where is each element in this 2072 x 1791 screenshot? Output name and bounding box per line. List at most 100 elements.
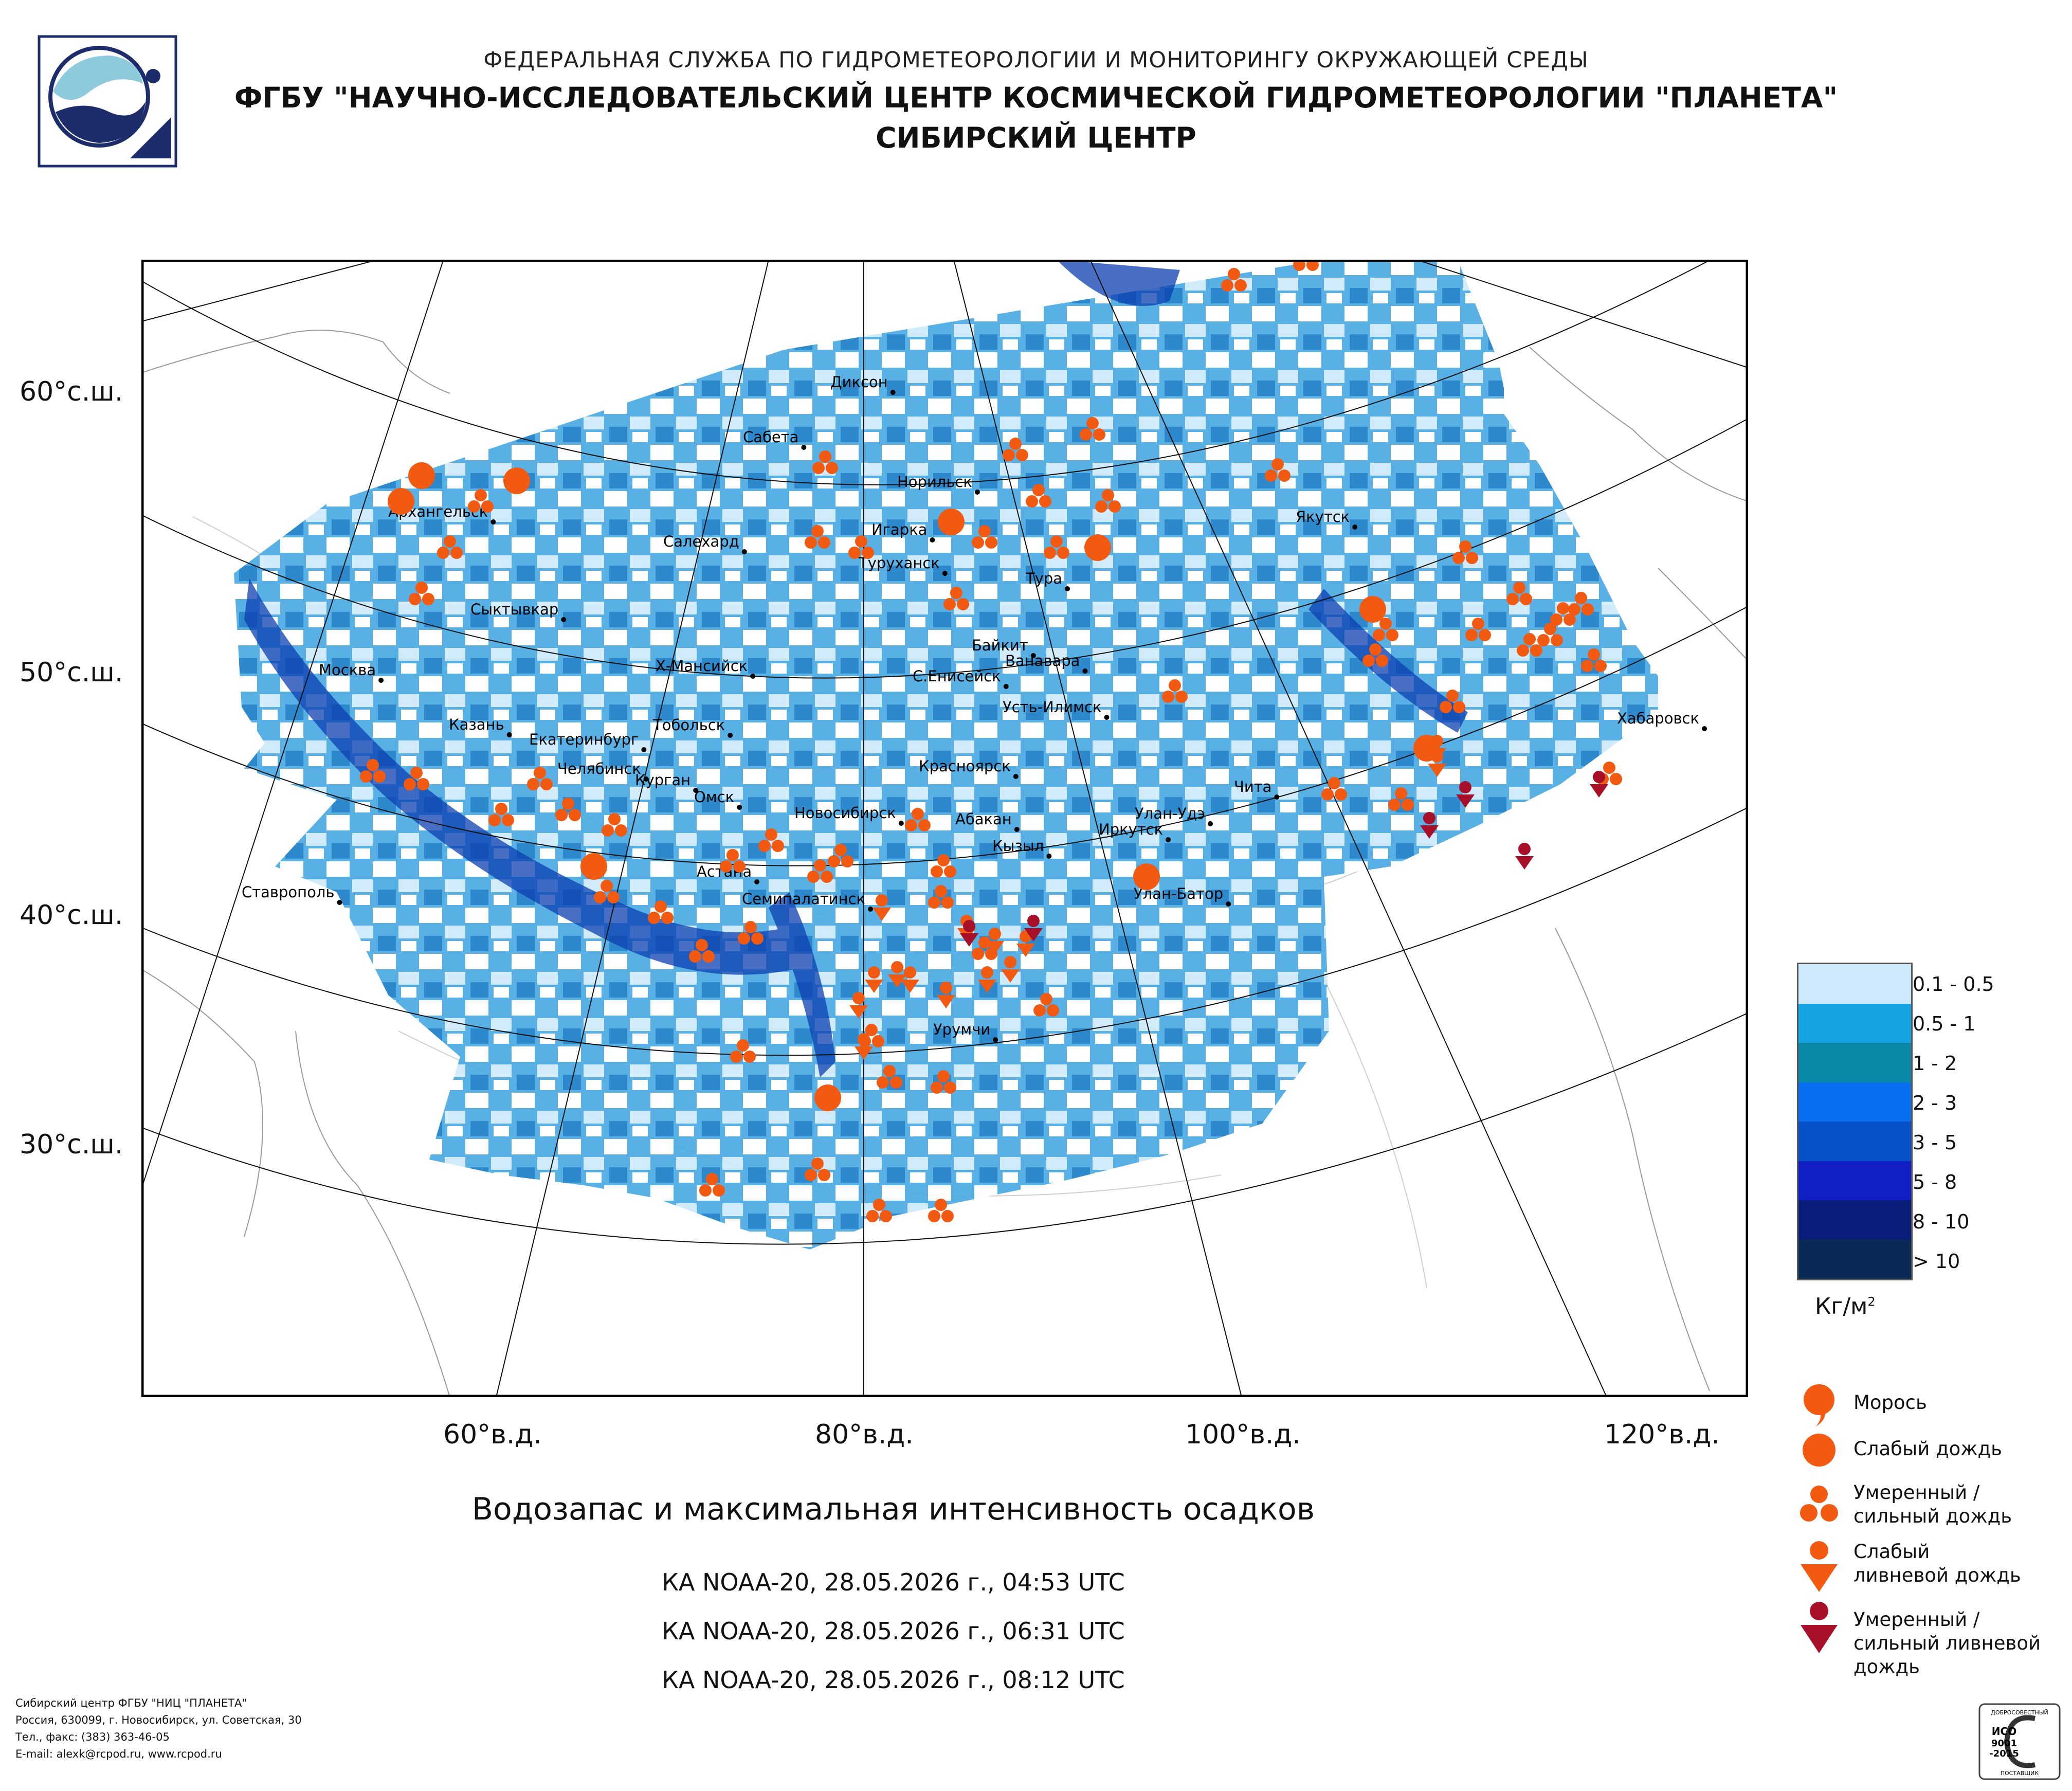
scale-cell-2 <box>1798 1003 1911 1043</box>
city-label: Курган <box>635 771 690 789</box>
city-label: Хабаровск <box>1617 710 1699 727</box>
pass-3: КА NOAA-20, 28.05.2026 г., 08:12 UTC <box>662 1666 1125 1694</box>
moderate-rain-symbol <box>720 849 746 873</box>
city-labels: ДиксонСабетаНорильскАрхангельскИгаркаСал… <box>242 373 1707 1042</box>
shower-symbol <box>1420 812 1439 839</box>
legend-light-rain-label: Слабый дождь <box>1853 1438 2002 1460</box>
footer-line-2: Россия, 630099, г. Новосибирск, ул. Сове… <box>15 1714 302 1726</box>
scale-label-6: 5 - 8 <box>1913 1171 1957 1193</box>
shower-symbol <box>1515 843 1534 870</box>
legend-heavy-shower-label: Умеренный / сильный ливневой дождь <box>1853 1608 2041 1678</box>
moderate-rain-symbol <box>807 859 833 883</box>
legend-moderate-rain-label: Умеренный / сильный дождь <box>1853 1481 2012 1527</box>
lat-label-60: 60°с.ш. <box>20 376 123 407</box>
scale-cell-4 <box>1798 1082 1911 1121</box>
scale-label-5: 3 - 5 <box>1913 1131 1957 1154</box>
city-label: Салехард <box>663 533 739 550</box>
city-label: Семипалатинск <box>742 890 865 908</box>
header-agency: ФЕДЕРАЛЬНАЯ СЛУЖБА ПО ГИДРОМЕТЕОРОЛОГИИ … <box>483 47 1589 73</box>
shower-symbol <box>1428 750 1446 777</box>
city-dot <box>1352 524 1358 530</box>
scale-cell-6 <box>1798 1161 1911 1200</box>
lat-label-50: 50°с.ш. <box>20 657 123 688</box>
moderate-rain-symbol <box>1465 618 1491 641</box>
moderate-rain-symbol <box>1026 484 1051 508</box>
lon-label-120: 120°в.д. <box>1604 1419 1720 1450</box>
scale-label-3: 1 - 2 <box>1913 1052 1957 1075</box>
city-label: Диксон <box>830 373 888 391</box>
moderate-rain-symbol <box>877 1065 902 1089</box>
moderate-rain-symbol <box>1265 458 1291 482</box>
moderate-rain-symbol <box>931 1070 956 1094</box>
moderate-rain-symbol <box>931 854 956 878</box>
moderate-rain-symbol <box>602 813 627 837</box>
city-dot <box>337 900 342 905</box>
city-label: Екатеринбург <box>529 731 639 748</box>
moderate-rain-symbol <box>527 767 553 790</box>
city-label: Улан-Удэ <box>1135 805 1205 822</box>
moderate-rain-symbol <box>1095 489 1121 513</box>
scale-cell-1 <box>1798 964 1911 1004</box>
moderate-rain-symbol <box>409 582 434 605</box>
shower-symbol <box>888 961 906 988</box>
satellite-swath <box>234 260 1658 1250</box>
city-dot <box>1104 715 1110 720</box>
city-dot <box>1030 653 1036 658</box>
scale-label-8: > 10 <box>1913 1250 1960 1273</box>
city-label: Кызыл <box>992 837 1044 855</box>
shower-symbol <box>1024 915 1043 942</box>
moderate-rain-symbol <box>404 767 429 790</box>
moderate-rain-symbol <box>1550 602 1576 626</box>
pass-1: КА NOAA-20, 28.05.2026 г., 04:53 UTC <box>662 1568 1125 1596</box>
lon-label-60: 60°в.д. <box>443 1419 542 1450</box>
city-dot <box>974 490 980 495</box>
shower-symbol <box>901 966 919 993</box>
svg-text:9001: 9001 <box>1991 1738 2017 1749</box>
city-dot <box>728 733 733 738</box>
light-rain-symbol <box>1359 596 1386 623</box>
moderate-rain-symbol <box>1362 643 1388 667</box>
moderate-rain-symbol <box>1162 679 1188 703</box>
moderate-rain-symbol <box>943 587 969 610</box>
moderate-rain-symbol <box>1568 592 1594 616</box>
moderate-rain-symbol <box>1440 690 1465 713</box>
city-dot <box>1274 794 1280 800</box>
moderate-rain-symbol <box>1537 623 1563 646</box>
header-center: СИБИРСКИЙ ЦЕНТР <box>876 121 1196 154</box>
city-label: Х-Мансийск <box>656 657 748 675</box>
coastlines <box>141 330 1748 1397</box>
footer-line-3: Тел., факс: (383) 363-46-05 <box>15 1731 170 1743</box>
city-dot <box>693 788 699 793</box>
lat-label-40: 40°с.ш. <box>20 900 123 931</box>
city-dot <box>1226 901 1231 907</box>
city-label: Тобольск <box>652 716 725 734</box>
city-dot <box>506 732 512 737</box>
city-label: Красноярск <box>919 757 1011 775</box>
moderate-rain-symbol <box>1517 633 1542 657</box>
city-dot <box>737 805 742 810</box>
scale-cell-5 <box>1798 1121 1911 1161</box>
city-label: Ванавара <box>1005 652 1080 670</box>
shower-symbol <box>937 982 955 1008</box>
moderate-rain-symbol <box>1506 582 1532 605</box>
scale-label-4: 2 - 3 <box>1913 1092 1957 1114</box>
moderate-rain-symbol <box>905 808 931 831</box>
moderate-rain-symbol <box>848 535 874 559</box>
light-shower-icon <box>1801 1541 1838 1592</box>
scale-label-7: 8 - 10 <box>1913 1210 1970 1233</box>
scale-label-1: 0.1 - 0.5 <box>1913 973 1994 996</box>
city-label: Сабета <box>743 428 798 446</box>
city-label: Казань <box>449 716 504 733</box>
city-label: Якутск <box>1296 508 1350 526</box>
footer-line-1: Сибирский центр ФГБУ "НИЦ "ПЛАНЕТА" <box>15 1697 247 1709</box>
scale-cell-8 <box>1798 1239 1911 1279</box>
precipitation-symbols <box>360 260 1622 1222</box>
city-label: Сыктывкар <box>470 601 558 618</box>
shower-symbol <box>873 894 891 921</box>
planeta-logo <box>38 35 177 168</box>
city-label: Омск <box>694 788 734 806</box>
svg-text:ПОСТАВЩИК: ПОСТАВЩИК <box>2001 1770 2039 1777</box>
light-rain-symbol <box>503 467 530 494</box>
light-rain-symbol <box>408 462 435 489</box>
legend-light-shower-label: Слабый ливневой дождь <box>1853 1541 2021 1586</box>
